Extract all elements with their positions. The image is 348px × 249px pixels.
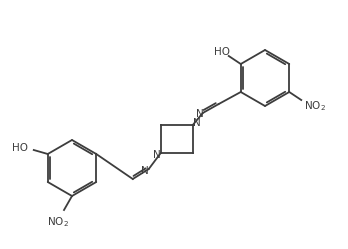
Text: NO$_2$: NO$_2$ [304,99,326,113]
Text: N: N [141,166,149,176]
Text: N: N [193,118,201,128]
Text: N: N [153,150,161,160]
Text: NO$_2$: NO$_2$ [47,215,69,229]
Text: N: N [196,109,204,119]
Text: HO: HO [214,47,230,57]
Text: HO: HO [12,143,28,153]
